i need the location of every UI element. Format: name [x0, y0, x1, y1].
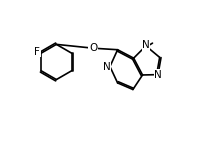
Text: F: F	[34, 47, 40, 57]
Text: F: F	[34, 47, 40, 57]
Text: N: N	[142, 40, 150, 50]
Text: O: O	[89, 43, 97, 53]
Text: N: N	[103, 62, 111, 72]
Text: N: N	[154, 70, 162, 80]
Text: O: O	[89, 43, 97, 53]
